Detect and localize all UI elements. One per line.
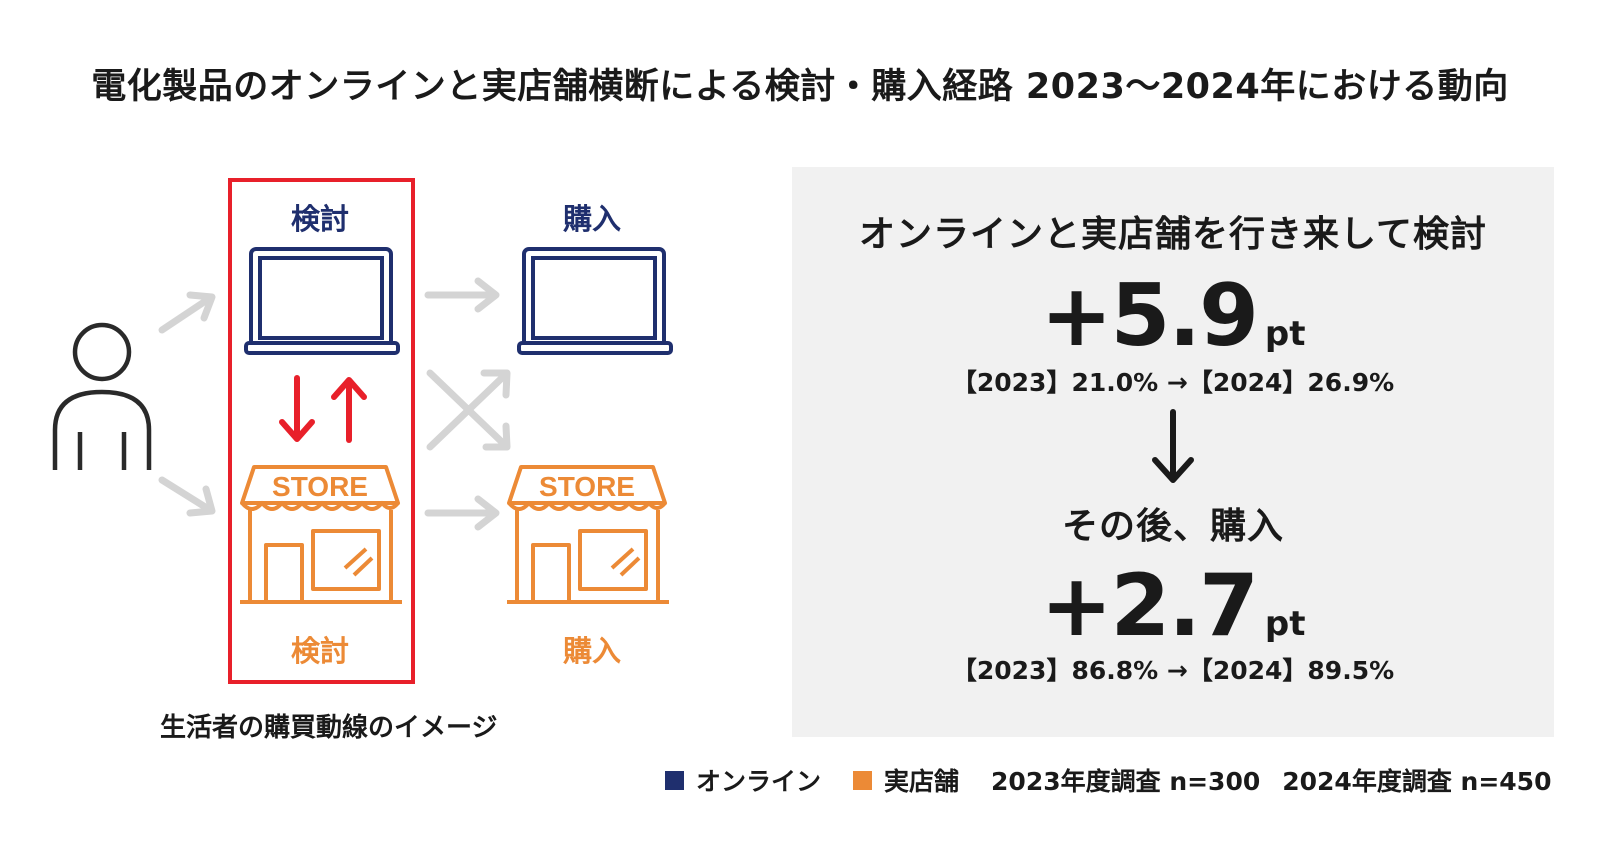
stat1-value: +5.9 pt	[792, 273, 1554, 359]
store-icon-consider	[240, 465, 402, 604]
down-arrow-icon	[1152, 409, 1194, 483]
laptop-icon-purchase	[517, 247, 673, 355]
laptop-icon-consider	[244, 247, 400, 355]
arrow-to-store-consider	[158, 476, 216, 517]
stat1-number: +5.9	[1040, 266, 1259, 366]
legend: オンライン 実店舗 2023年度調査 n=300 2024年度調査 n=450	[665, 762, 1551, 798]
store-swatch	[853, 770, 873, 790]
legend-store: 実店舗	[853, 762, 959, 798]
person-icon	[52, 322, 152, 470]
legend-store-label: 実店舗	[884, 767, 960, 796]
stat2-detail: 【2023】86.8% →【2024】89.5%	[951, 656, 1395, 685]
red-up-arrow-icon	[331, 377, 367, 443]
store-sign-purchase: STORE	[539, 471, 635, 502]
store-icon-purchase	[507, 465, 669, 604]
page-title: 電化製品のオンラインと実店舗横断による検討・購入経路 2023〜2024年におけ…	[91, 67, 1509, 107]
consideration-highlight-frame	[228, 178, 415, 684]
stat2-number: +2.7	[1040, 556, 1259, 656]
stats-panel: オンラインと実店舗を行き来して検討 +5.9 pt 【2023】21.0% →【2…	[792, 167, 1554, 737]
store-purchase-label: 購入	[562, 634, 621, 668]
arrow-to-online-consider	[158, 291, 216, 334]
arrow-store-to-store	[424, 495, 500, 531]
stat2-heading: その後、購入	[1061, 506, 1284, 547]
online-consider-label: 検討	[290, 202, 349, 236]
survey-2023-note: 2023年度調査 n=300	[991, 767, 1261, 796]
stat1-heading: オンラインと実店舗を行き来して検討	[859, 214, 1487, 255]
store-consider-label: 検討	[290, 634, 349, 668]
store-sign-consider: STORE	[272, 471, 368, 502]
stat1-unit: pt	[1264, 314, 1306, 354]
online-purchase-label: 購入	[562, 202, 621, 236]
stat2-unit: pt	[1264, 604, 1306, 644]
stat2-value: +2.7 pt	[792, 563, 1554, 649]
arrow-cross-store-to-online	[426, 369, 511, 451]
arrow-online-to-online	[424, 277, 500, 313]
online-swatch	[665, 770, 684, 790]
legend-online-label: オンライン	[696, 767, 822, 796]
stat1-detail: 【2023】21.0% →【2024】26.9%	[951, 368, 1395, 397]
legend-online: オンライン	[665, 762, 821, 798]
flow-arrows	[158, 277, 511, 531]
survey-2024-note: 2024年度調査 n=450	[1282, 767, 1552, 796]
diagram-caption: 生活者の購買動線のイメージ	[160, 713, 498, 743]
red-down-arrow-icon	[279, 375, 315, 442]
